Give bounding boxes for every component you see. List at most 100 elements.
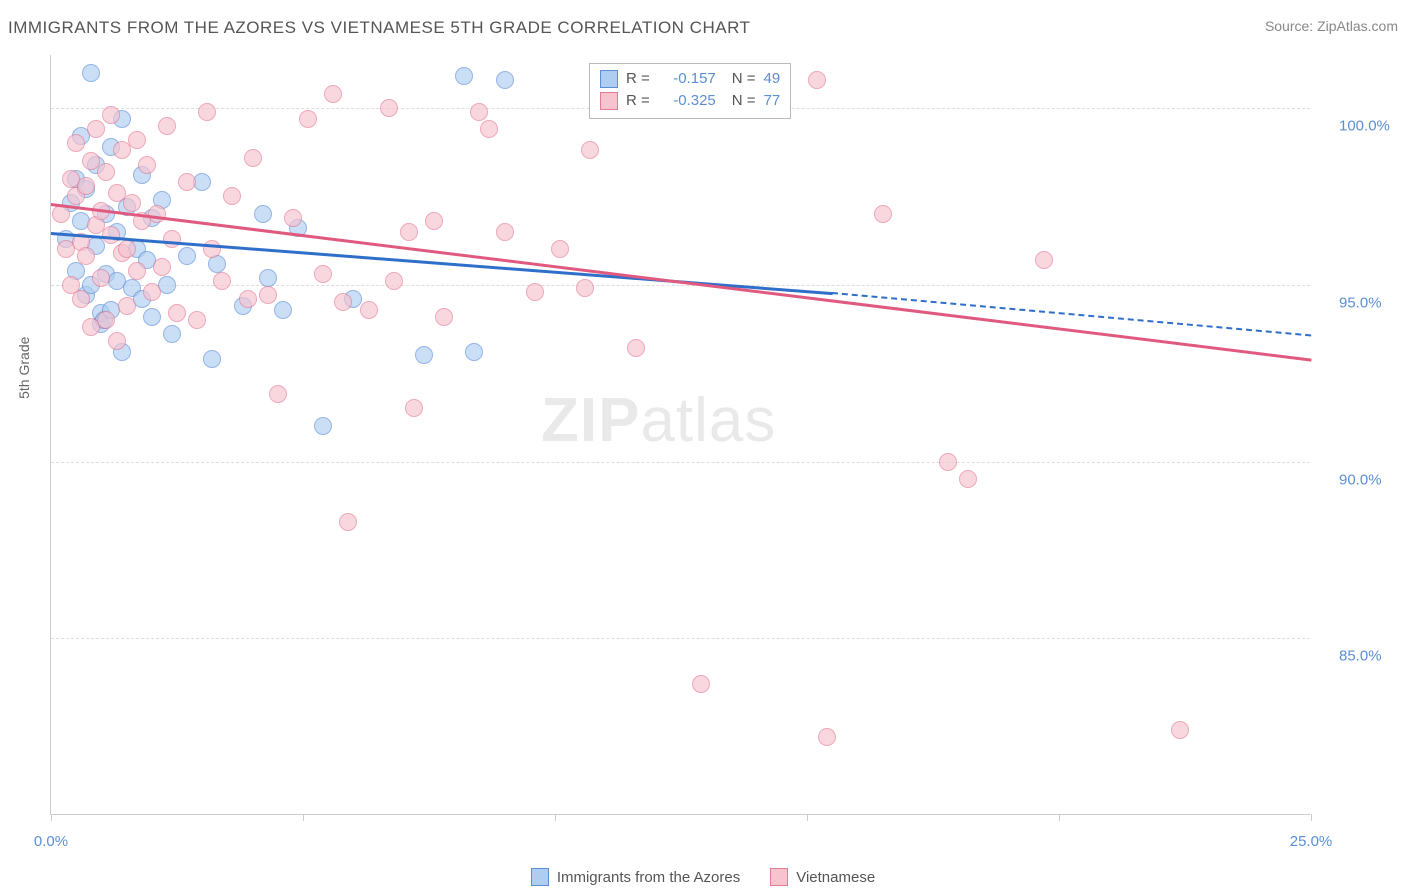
scatter-point [314,265,332,283]
scatter-point [244,149,262,167]
scatter-point [153,258,171,276]
scatter-point [435,308,453,326]
y-tick-label: 100.0% [1339,118,1390,135]
watermark-bold: ZIP [541,386,640,455]
scatter-point [158,117,176,135]
watermark: ZIPatlas [541,385,776,456]
scatter-point [203,350,221,368]
scatter-point [213,272,231,290]
scatter-point [118,297,136,315]
stats-n-label: N = [732,90,756,112]
scatter-point [581,141,599,159]
scatter-point [269,385,287,403]
scatter-point [576,279,594,297]
scatter-point [97,163,115,181]
scatter-point [274,301,292,319]
chart-title: IMMIGRANTS FROM THE AZORES VS VIETNAMESE… [8,18,750,38]
x-tick [807,814,808,821]
scatter-point [188,311,206,329]
scatter-point [415,346,433,364]
scatter-point [198,103,216,121]
scatter-point [259,269,277,287]
scatter-point [425,212,443,230]
legend-bottom: Immigrants from the Azores Vietnamese [0,868,1406,886]
scatter-point [334,293,352,311]
scatter-point [380,99,398,117]
scatter-point [480,120,498,138]
scatter-point [470,103,488,121]
series-swatch [600,92,618,110]
legend-swatch [770,868,788,886]
y-axis-title: 5th Grade [16,337,32,399]
scatter-point [97,311,115,329]
scatter-point [324,85,342,103]
scatter-point [874,205,892,223]
scatter-point [465,343,483,361]
stats-r-label: R = [626,68,650,90]
legend-swatch [531,868,549,886]
scatter-point [108,332,126,350]
scatter-point [339,513,357,531]
stats-n-label: N = [732,68,756,90]
scatter-point [67,134,85,152]
stats-box: R =-0.157N =49R =-0.325N =77 [589,63,791,119]
stats-r-value: -0.325 [658,90,716,112]
x-tick [1059,814,1060,821]
scatter-point [808,71,826,89]
legend-label: Vietnamese [796,869,875,886]
scatter-point [77,247,95,265]
y-tick-label: 95.0% [1339,294,1382,311]
scatter-point [1171,721,1189,739]
scatter-point [405,399,423,417]
scatter-point [128,262,146,280]
stats-row: R =-0.325N =77 [600,90,780,112]
scatter-point [143,308,161,326]
series-swatch [600,70,618,88]
scatter-point [455,67,473,85]
scatter-point [52,205,70,223]
x-tick [1311,814,1312,821]
scatter-point [102,106,120,124]
x-tick [51,814,52,821]
stats-n-value: 49 [764,68,781,90]
scatter-point [138,156,156,174]
x-tick [555,814,556,821]
scatter-point [692,675,710,693]
scatter-point [299,110,317,128]
trend-line [51,203,1311,361]
scatter-point [77,177,95,195]
scatter-point [178,247,196,265]
gridline [51,285,1310,286]
scatter-point [163,230,181,248]
plot-area: ZIPatlas 85.0%90.0%95.0%100.0%0.0%25.0%R… [50,55,1310,815]
legend-label: Immigrants from the Azores [557,869,740,886]
legend-item: Vietnamese [770,868,875,886]
scatter-point [551,240,569,258]
scatter-point [168,304,186,322]
scatter-point [163,325,181,343]
scatter-point [360,301,378,319]
x-tick-label: 25.0% [1290,833,1333,850]
scatter-point [123,194,141,212]
legend-item: Immigrants from the Azores [531,868,740,886]
scatter-point [148,205,166,223]
scatter-point [72,290,90,308]
scatter-point [128,131,146,149]
scatter-point [143,283,161,301]
scatter-point [178,173,196,191]
scatter-point [385,272,403,290]
y-tick-label: 90.0% [1339,471,1382,488]
scatter-point [118,240,136,258]
scatter-point [496,71,514,89]
stats-r-label: R = [626,90,650,112]
scatter-point [939,453,957,471]
chart-source: Source: ZipAtlas.com [1265,18,1398,34]
scatter-point [259,286,277,304]
scatter-point [82,64,100,82]
scatter-point [818,728,836,746]
scatter-point [284,209,302,227]
stats-r-value: -0.157 [658,68,716,90]
watermark-light: atlas [640,386,776,455]
scatter-point [526,283,544,301]
stats-row: R = -0.157 N = 49 [600,68,780,90]
